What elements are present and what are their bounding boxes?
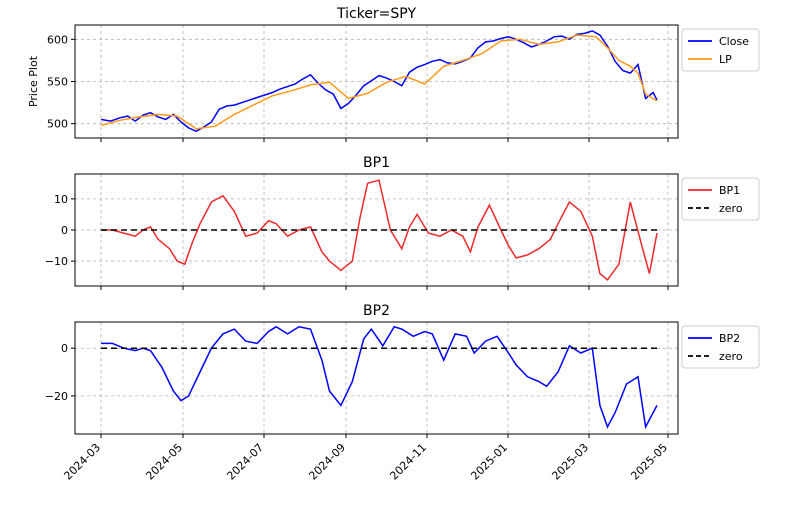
chart-title: BP2 [363,303,390,319]
y-axis-label: Price Plot [27,55,40,107]
x-tick-label: 2024-03 [61,441,103,483]
legend-box [681,325,760,369]
legend-box [681,177,760,221]
chart-title: BP1 [363,155,390,171]
chart-panel-1: BP1 −10 0 10 BP1 zero [45,155,760,290]
y-tick-label: 0 [61,342,68,355]
x-tick-label: 2025-01 [468,441,510,483]
plot-area [74,24,679,139]
series-line-bp1 [101,179,658,281]
y-tick-label: 550 [47,76,68,89]
x-tick-label: 2024-05 [143,441,185,483]
series-line-lp [100,34,658,130]
y-tick-label: −10 [45,255,68,268]
legend: BP1 zero [681,177,760,221]
legend-label: zero [719,202,743,215]
y-tick-label: 500 [47,118,68,131]
chart-panel-2: BP2 −20 0 BP2 zero [45,303,760,438]
x-tick-label: 2024-11 [387,441,429,483]
legend-box [681,28,760,72]
chart-title: Ticker=SPY [336,6,416,22]
x-tick-label: 2025-05 [628,441,670,483]
plot-area [74,173,679,287]
legend-label: BP1 [719,184,740,197]
legend-label: LP [719,53,732,66]
plot-area [74,321,679,435]
y-tick-label: 10 [54,193,68,206]
y-tick-label: 600 [47,33,68,46]
chart-panel-0: Ticker=SPY 500 550 600 Price Plot Close LP [27,6,760,142]
y-tick-label: −20 [45,390,68,403]
x-tick-label: 2024-09 [306,441,348,483]
legend: Close LP [681,28,760,72]
y-tick-label: 0 [61,224,68,237]
legend-label: BP2 [719,332,740,345]
x-tick-label: 2024-07 [224,441,266,483]
x-tick-label: 2025-03 [549,441,591,483]
legend: BP2 zero [681,325,760,369]
legend-label: Close [719,35,749,48]
series-line-bp2 [101,325,658,430]
legend-label: zero [719,350,743,363]
